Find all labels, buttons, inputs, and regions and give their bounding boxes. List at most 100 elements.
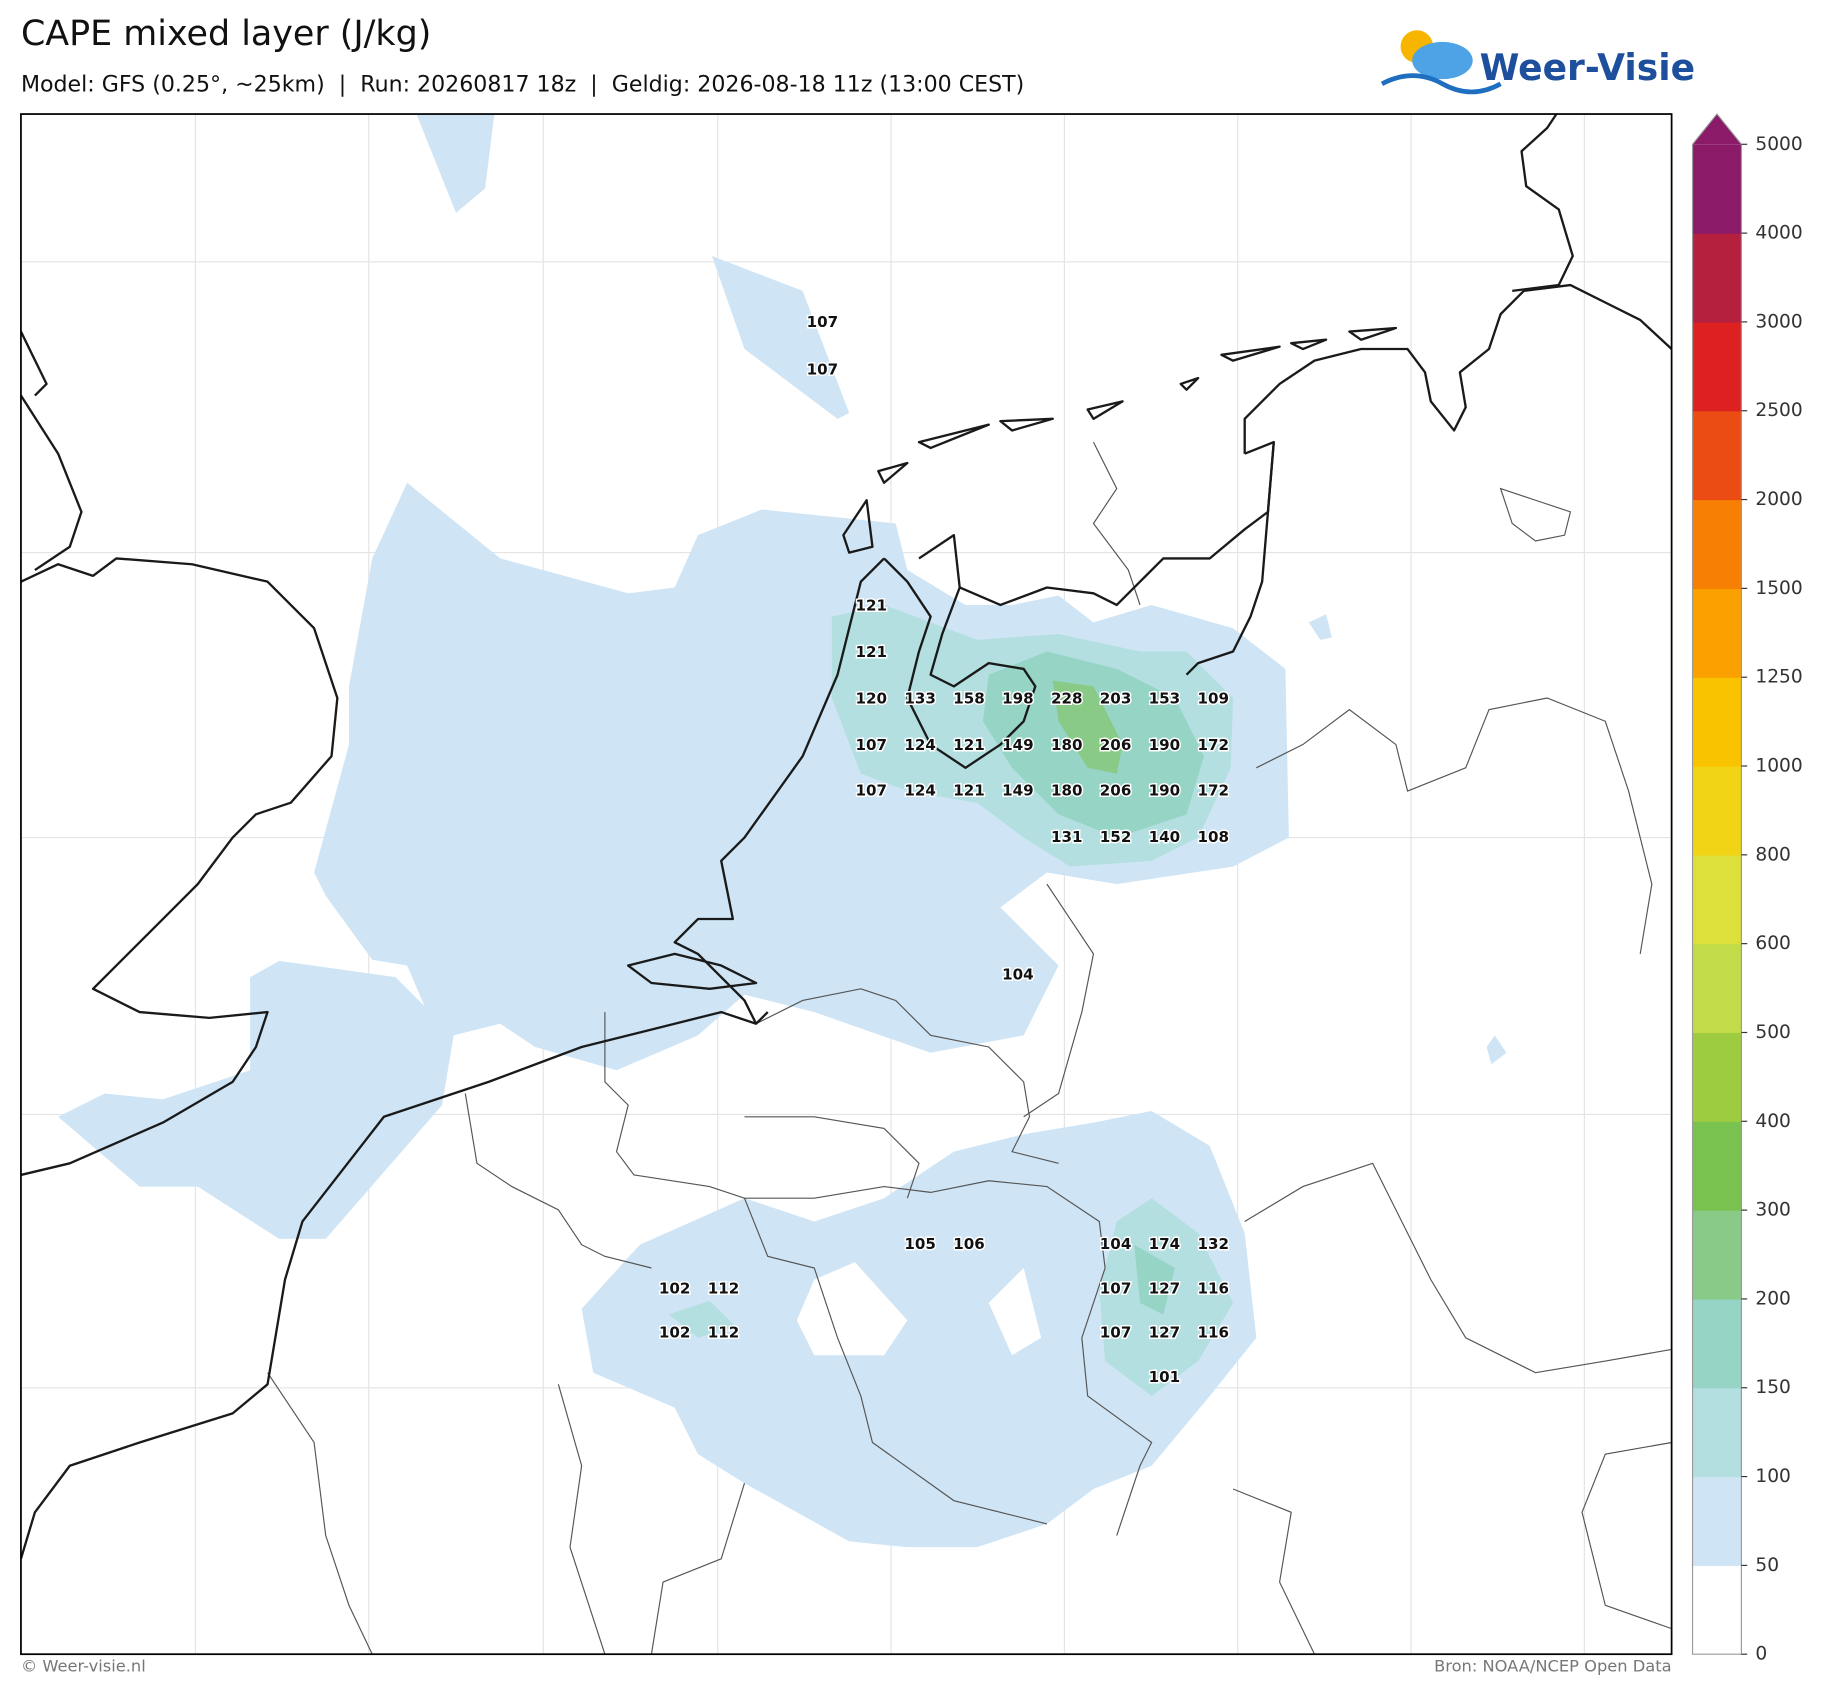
point-value: 107 — [1100, 1324, 1132, 1342]
point-values: 107 107 121 121 120 133 158 198 228 203 153 109 107 1… — [657, 311, 1230, 1387]
point-value: 190 — [1149, 736, 1181, 754]
borders — [267, 441, 1672, 1655]
colorbar-tick-label: 1250 — [1755, 667, 1802, 688]
colorbar-outline — [1691, 113, 1742, 1655]
cape-area — [711, 255, 850, 419]
colorbar-tick-label: 3000 — [1755, 311, 1802, 332]
colorbar-tick-label: 150 — [1755, 1377, 1791, 1398]
colorbar-tick-label: 500 — [1755, 1022, 1791, 1043]
point-value: 116 — [1198, 1279, 1230, 1297]
colorbar-band — [1692, 854, 1742, 945]
colorbar-band — [1692, 1032, 1742, 1122]
point-value: 152 — [1100, 828, 1132, 846]
point-value: 180 — [1051, 736, 1083, 754]
point-value: 109 — [1198, 690, 1230, 708]
point-value: 190 — [1149, 782, 1181, 800]
coastlines — [20, 114, 1672, 1560]
logo-text: Weer-Visie — [1480, 47, 1695, 89]
point-value: 174 — [1149, 1235, 1181, 1253]
cape-shading — [58, 114, 1507, 1548]
footer-left: © Weer-visie.nl — [21, 1657, 146, 1676]
point-value: 158 — [953, 690, 985, 708]
point-value: 172 — [1198, 736, 1230, 754]
colorbar: 0 50 100 150 200 300 400 500 600 800 1000 1250 1500 2… — [1691, 113, 1803, 1665]
point-value: 121 — [856, 597, 888, 615]
colorbar-tick-label: 600 — [1755, 933, 1791, 954]
colorbar-band — [1692, 943, 1742, 1034]
cape-area — [416, 114, 495, 213]
point-value: 107 — [1100, 1279, 1132, 1297]
point-value: 104 — [1100, 1235, 1132, 1253]
point-value: 198 — [1002, 690, 1034, 708]
point-value: 206 — [1100, 736, 1132, 754]
colorbar-tick-label: 1000 — [1755, 756, 1802, 777]
point-value: 107 — [856, 736, 888, 754]
colorbar-tick-label: 1500 — [1755, 578, 1802, 599]
cape-area — [1308, 614, 1332, 640]
point-value: 131 — [1051, 828, 1083, 846]
point-value: 149 — [1002, 736, 1034, 754]
point-value: 112 — [708, 1324, 740, 1342]
colorbar-tick-label: 2000 — [1755, 489, 1802, 510]
cape-area — [581, 1110, 1257, 1548]
point-value: 102 — [659, 1324, 691, 1342]
colorbar-band — [1692, 766, 1742, 856]
colorbar-tick-label: 5000 — [1755, 134, 1802, 155]
colorbar-band — [1692, 233, 1742, 323]
cape-area — [796, 1262, 908, 1356]
cape-area — [988, 1268, 1042, 1356]
colorbar-tick-label: 800 — [1755, 844, 1791, 865]
point-value: 127 — [1149, 1324, 1181, 1342]
point-value: 149 — [1002, 782, 1034, 800]
colorbar-band — [1692, 1298, 1742, 1389]
point-value: 153 — [1149, 690, 1181, 708]
point-value: 112 — [708, 1279, 740, 1297]
colorbar-band — [1692, 1121, 1742, 1211]
colorbar-tick-label: 2500 — [1755, 400, 1802, 421]
point-value: 132 — [1198, 1235, 1230, 1253]
colorbar-tick-label: 100 — [1755, 1466, 1791, 1487]
map-frame — [20, 113, 1673, 1656]
point-value: 108 — [1198, 828, 1230, 846]
colorbar-band — [1692, 321, 1742, 412]
point-value: 228 — [1051, 690, 1083, 708]
subtitle: Model: GFS (0.25°, ~25km) | Run: 2026081… — [21, 71, 1024, 97]
title: CAPE mixed layer (J/kg) — [21, 14, 431, 54]
colorbar-band — [1692, 144, 1742, 234]
colorbar-tick-label: 300 — [1755, 1200, 1791, 1221]
cape-area — [1052, 680, 1123, 774]
point-value: 206 — [1100, 782, 1132, 800]
logo-wave — [1380, 73, 1502, 95]
colorbar-tick-label: 200 — [1755, 1288, 1791, 1309]
point-value: 121 — [953, 782, 985, 800]
colorbar-band — [1692, 1387, 1742, 1478]
point-value: 102 — [659, 1279, 691, 1297]
colorbar-band — [1692, 499, 1742, 589]
colorbar-tick-label: 0 — [1755, 1644, 1767, 1665]
point-value: 124 — [904, 736, 936, 754]
point-value: 116 — [1198, 1324, 1230, 1342]
point-value: 105 — [904, 1235, 936, 1253]
point-value: 180 — [1051, 782, 1083, 800]
logo-cloud — [1412, 41, 1473, 80]
point-value: 101 — [1149, 1368, 1181, 1386]
colorbar-band — [1692, 1210, 1742, 1300]
point-value: 107 — [807, 360, 839, 378]
cape-area — [668, 1300, 736, 1338]
cape-area — [1486, 1035, 1507, 1065]
point-value: 203 — [1100, 690, 1132, 708]
point-value: 106 — [953, 1235, 985, 1253]
point-value: 127 — [1149, 1279, 1181, 1297]
colorbar-band — [1692, 677, 1742, 767]
point-value: 107 — [856, 782, 888, 800]
point-value: 140 — [1149, 828, 1181, 846]
colorbar-band — [1692, 1565, 1742, 1655]
footer-right: Bron: NOAA/NCEP Open Data — [1434, 1657, 1672, 1676]
point-value: 121 — [953, 736, 985, 754]
colorbar-tick-label: 400 — [1755, 1111, 1791, 1132]
colorbar-band — [1692, 588, 1742, 678]
point-value: 120 — [856, 690, 888, 708]
logo: Weer-Visie — [1380, 30, 1695, 95]
